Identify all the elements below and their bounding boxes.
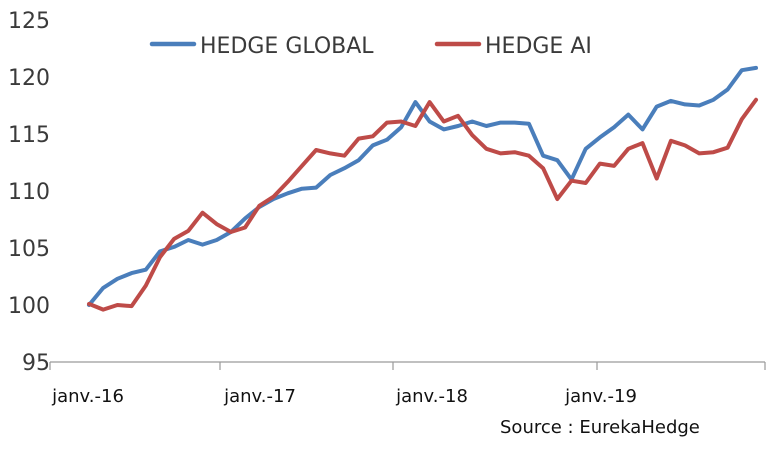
y-tick-label: 100 — [8, 294, 50, 319]
series-line-hedge-global — [87, 65, 758, 307]
y-tick-label: 95 — [22, 351, 50, 376]
x-tick-label: janv.-19 — [564, 386, 637, 407]
x-tick-label: janv.-18 — [395, 386, 468, 407]
y-tick-labels: 95 100 105 110 115 120 125 — [8, 9, 50, 376]
x-tick-label: janv.-17 — [223, 386, 296, 407]
y-tick-label: 125 — [8, 9, 50, 34]
series-line-hedge-ai — [87, 97, 758, 312]
series-lines — [87, 65, 758, 312]
legend-label: HEDGE GLOBAL — [200, 34, 374, 59]
axes — [49, 361, 766, 370]
source-note: Source : EurekaHedge — [500, 417, 700, 438]
y-tick-label: 115 — [8, 123, 50, 148]
y-tick-label: 105 — [8, 237, 50, 262]
y-tick-label: 120 — [8, 66, 50, 91]
legend: HEDGE GLOBAL HEDGE AI — [149, 34, 592, 59]
legend-label: HEDGE AI — [485, 34, 592, 59]
x-tick-label: janv.-16 — [51, 386, 124, 407]
y-tick-label: 110 — [8, 180, 50, 205]
x-tick-labels: janv.-16 janv.-17 janv.-18 janv.-19 — [51, 386, 637, 407]
